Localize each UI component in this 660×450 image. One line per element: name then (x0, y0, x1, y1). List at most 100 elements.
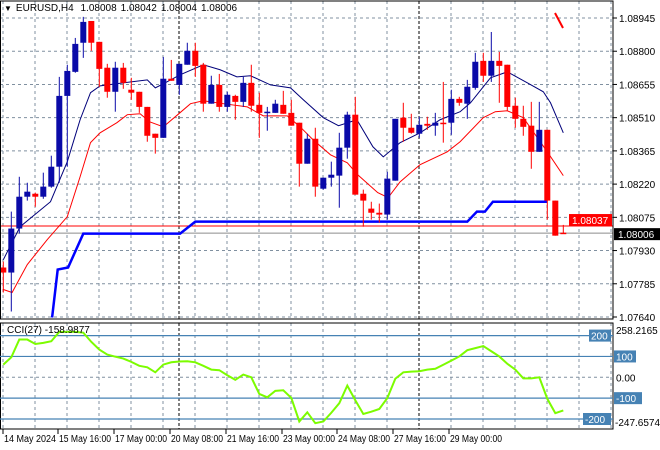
candle (96, 41, 103, 87)
candle-body (440, 122, 447, 125)
candle-body (296, 122, 303, 164)
time-label: 15 May 16:00 (59, 434, 111, 445)
candle (32, 192, 39, 207)
candle (520, 105, 527, 136)
candle (40, 172, 47, 199)
candle (536, 101, 543, 152)
candle-body (136, 91, 143, 107)
cci-level-box (589, 329, 611, 342)
candle-body (144, 106, 151, 136)
candle-body (184, 50, 191, 65)
candle (280, 90, 287, 114)
ask-price-label: 1.08037 (572, 216, 609, 227)
candle (296, 122, 303, 187)
symbol-label: EURUSD,H4 (15, 3, 74, 14)
candle (504, 64, 511, 111)
candle (240, 76, 247, 107)
candle-body (288, 112, 295, 126)
cci-level-box (583, 413, 611, 425)
candle-body (160, 78, 167, 138)
price-tick-label: 1.07640 (619, 313, 656, 324)
candle-body (280, 104, 287, 114)
cci-level-label: -100 (616, 394, 636, 405)
cci-label: CCI(27) (7, 325, 43, 336)
candle-body (200, 64, 207, 104)
time-label: 24 May 08:00 (338, 434, 390, 445)
cci-level-label: 100 (616, 352, 633, 363)
main-frame (0, 0, 614, 320)
candle-body (168, 78, 175, 81)
ma-fast-line (2, 64, 564, 260)
candle-body (32, 193, 39, 197)
close-value: 1.08006 (200, 3, 238, 14)
candle (424, 116, 431, 130)
candle-body (536, 129, 543, 152)
candle-body (104, 67, 111, 92)
time-label: 17 May 00:00 (115, 434, 167, 445)
candle-body (312, 138, 319, 187)
candle-body (360, 193, 367, 201)
candle (272, 99, 279, 113)
candle-body (0, 267, 7, 273)
chart-header: ▼ EURUSD,H4 1.08008 1.08042 1.08004 1.08006 (4, 3, 241, 14)
open-value: 1.08008 (80, 3, 117, 14)
price-tick-label: 1.08945 (619, 14, 656, 25)
candle (528, 101, 535, 169)
candle (152, 133, 159, 154)
candle (144, 106, 151, 142)
candle (72, 37, 79, 73)
candle (320, 177, 327, 190)
price-tick-label: 1.08655 (619, 80, 656, 91)
candle-body (336, 147, 343, 176)
candle-body (64, 70, 71, 96)
candle-body (368, 208, 375, 213)
candle (248, 64, 255, 112)
candle (384, 171, 391, 220)
time-label: 29 May 00:00 (450, 434, 502, 445)
candle-body (80, 21, 87, 43)
high-value: 1.08042 (120, 3, 157, 14)
candle (464, 79, 471, 119)
cci-level-label: 0.00 (616, 373, 636, 384)
candle (336, 132, 343, 208)
candle (176, 63, 183, 95)
candle-body (528, 125, 535, 152)
cci-frame (0, 322, 614, 430)
candle (224, 91, 231, 112)
price-tick-label: 1.08800 (619, 47, 656, 58)
candle-body (552, 200, 559, 236)
candle-body (48, 166, 55, 187)
candle (456, 96, 463, 106)
candle-body (272, 103, 279, 113)
candle (208, 75, 215, 104)
candle (24, 182, 31, 201)
cci-level-box (614, 350, 636, 363)
candle-body (224, 94, 231, 107)
candle-body (328, 174, 335, 178)
candle (376, 203, 383, 223)
candle-body (120, 67, 127, 83)
candle (488, 31, 495, 82)
candle-body (408, 127, 415, 133)
collapse-triangle-icon[interactable]: ▼ (4, 4, 12, 13)
price-tick-label: 1.08075 (619, 213, 656, 224)
candle (216, 73, 223, 112)
candle-body (208, 84, 215, 104)
time-label: 20 May 08:00 (171, 434, 223, 445)
candle (312, 127, 319, 197)
candle (392, 118, 399, 181)
candle (120, 62, 127, 89)
candle-body (232, 95, 239, 102)
candle (80, 16, 87, 58)
candle (232, 94, 239, 120)
candle-body (16, 196, 23, 229)
candle-body (432, 122, 439, 126)
candle (544, 129, 551, 220)
candle (16, 176, 23, 234)
candle (328, 161, 335, 187)
candle (48, 155, 55, 188)
grid: 1.08945 1.08800 1.08655 1.08510 1.08365 1.082… (0, 1, 656, 429)
candle (344, 111, 351, 159)
candle (496, 51, 503, 103)
